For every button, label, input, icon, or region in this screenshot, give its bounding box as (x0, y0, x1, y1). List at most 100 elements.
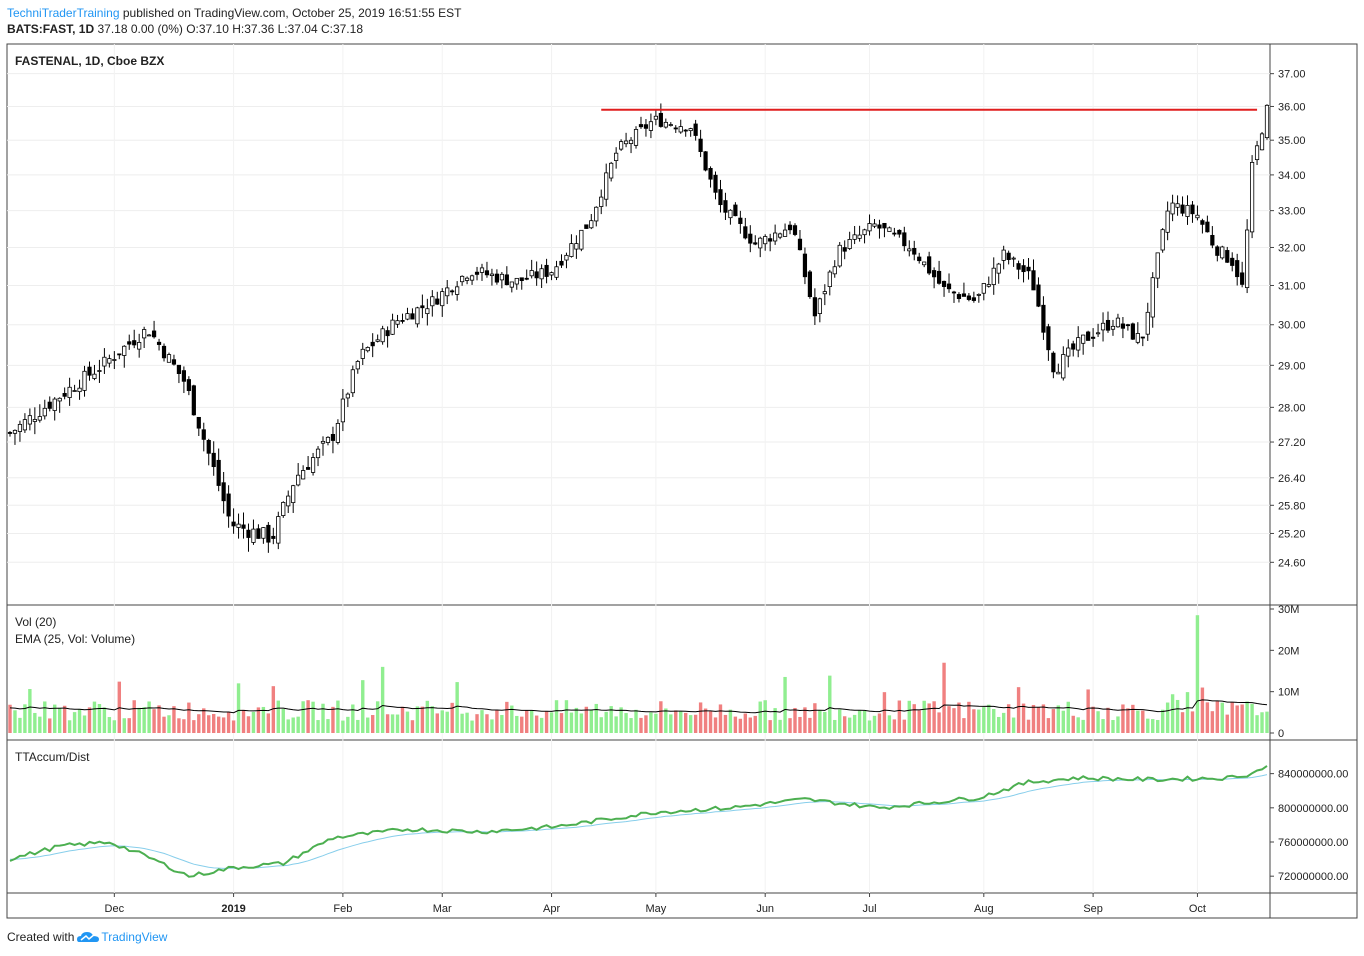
volume-bar (912, 704, 916, 733)
volume-bar (455, 682, 459, 733)
volume-bar (102, 707, 107, 733)
volume-bar (1170, 694, 1175, 733)
price-tick-label: 24.60 (1278, 557, 1306, 569)
volume-bar (1146, 718, 1150, 733)
volume-bar (62, 705, 67, 733)
candle-down (912, 248, 917, 255)
volume-bar (609, 706, 613, 733)
candle-up (549, 272, 554, 276)
candle-up (832, 266, 837, 275)
volume-bar (480, 710, 484, 733)
publisher-link[interactable]: TechniTraderTraining (7, 6, 120, 20)
volume-bar (669, 714, 673, 733)
volume-bar (82, 715, 87, 733)
candle-down (971, 297, 976, 301)
volume-bar (614, 716, 618, 733)
candle-up (355, 361, 360, 370)
volume-bar (987, 704, 991, 733)
price-tick-label: 26.40 (1278, 473, 1306, 485)
volume-bar (698, 702, 703, 733)
candle-up (668, 124, 673, 126)
volume-bar (778, 719, 782, 733)
volume-bar (152, 709, 156, 733)
candle-up (236, 523, 241, 528)
volume-bar (718, 704, 723, 733)
candle-down (132, 340, 137, 346)
candle-up (286, 495, 291, 507)
candle-down (1006, 252, 1011, 260)
candle-down (400, 320, 405, 322)
volume-bar (803, 707, 807, 733)
time-tick-label: Apr (543, 903, 560, 915)
candle-down (748, 233, 753, 244)
candle-up (301, 470, 306, 480)
candle-up (887, 227, 892, 232)
volume-bar (654, 713, 658, 733)
candle-up (122, 345, 127, 356)
candle-down (812, 297, 817, 317)
candle-down (643, 124, 649, 129)
candle-up (1160, 229, 1165, 251)
candle-down (961, 293, 967, 297)
candle-down (951, 291, 957, 294)
volume-label: Vol (20) (15, 615, 56, 629)
candle-up (862, 229, 867, 236)
volume-bar (460, 713, 464, 733)
candle-down (544, 264, 549, 277)
candle-down (186, 379, 191, 391)
volume-bar (525, 710, 529, 733)
candle-up (42, 407, 47, 417)
volume-bar (1046, 718, 1051, 733)
candle-down (1046, 326, 1051, 351)
candle-up (872, 223, 877, 227)
tradingview-logo[interactable]: TradingView (77, 930, 167, 944)
volume-bar (1031, 704, 1036, 733)
volume-bar (261, 706, 266, 733)
candle-down (1130, 323, 1135, 340)
candle-up (514, 277, 519, 285)
volume-bar (107, 717, 112, 733)
volume-bar (266, 713, 271, 733)
volume-bar (18, 717, 22, 733)
volume-bar (390, 714, 395, 733)
volume-bar (579, 713, 584, 733)
candle-down (1016, 263, 1021, 270)
volume-bar (122, 718, 126, 733)
volume-bar (1165, 702, 1170, 733)
candle-down (559, 260, 564, 266)
ohlc-values: 37.18 0.00 (0%) O:37.10 H:37.36 L:37.04 … (97, 22, 363, 36)
candle-up (425, 308, 430, 315)
candle-up (315, 448, 321, 459)
candle-up (22, 419, 28, 431)
candle-down (877, 224, 882, 229)
candle-up (663, 121, 668, 128)
volume-bar (738, 718, 743, 733)
candle-down (807, 271, 813, 298)
volume-bar (500, 714, 504, 733)
volume-bar (1121, 704, 1125, 733)
volume-bar (420, 706, 425, 733)
volume-bar (947, 706, 951, 733)
candle-up (445, 287, 450, 297)
volume-bar (604, 711, 608, 733)
volume-bar (172, 706, 176, 733)
candle-up (857, 234, 862, 239)
volume-bar (1071, 715, 1075, 733)
candle-down (1230, 257, 1235, 266)
volume-bar (1185, 692, 1190, 733)
candle-down (206, 440, 211, 454)
volume-bar (1136, 710, 1140, 733)
volume-bar (415, 706, 420, 733)
candle-up (1061, 354, 1066, 379)
candle-down (658, 112, 663, 127)
volume-bar (768, 720, 772, 733)
volume-bar (375, 701, 380, 733)
candle-down (1036, 284, 1041, 307)
volume-bar (400, 706, 405, 733)
volume-bar (748, 717, 752, 733)
volume-bar (862, 710, 867, 733)
volume-bar (972, 709, 976, 733)
volume-tick-label: 20M (1278, 645, 1299, 657)
candle-down (216, 459, 221, 486)
candle-up (907, 248, 912, 252)
